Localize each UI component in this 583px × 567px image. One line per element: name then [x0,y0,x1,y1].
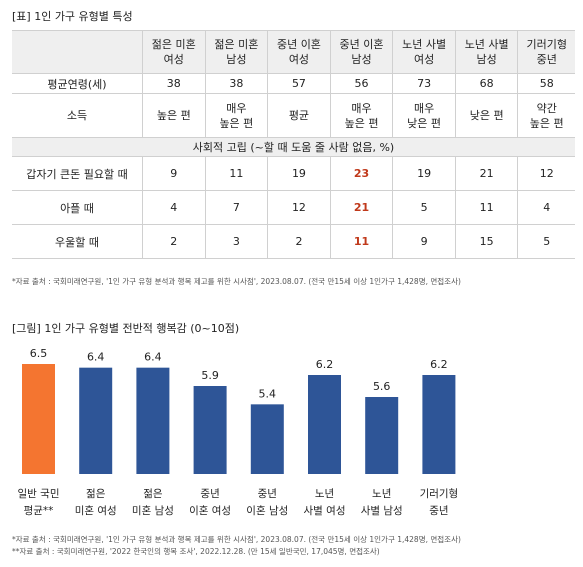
income-cell-4: 매우 낮은 편 [392,93,456,138]
age-cell-3: 56 [329,73,393,94]
bar-4 [250,404,284,474]
income-cell-6: 약간 높은 편 [517,93,575,138]
isolation-cell-6: 4 [517,190,575,225]
chart-source-note-2: **자료 출처 : 국회미래연구원, '2022 한국인의 행복 조사', 20… [12,547,380,556]
table-source-note: *자료 출처 : 국회미래연구원, '1인 가구 유형 분석과 행복 제고를 위… [12,277,461,286]
income-cell-3: 매우 높은 편 [329,93,393,138]
isolation-cell-4: 19 [392,156,456,191]
category-label: 중년 [200,488,219,500]
isolation-cell-1: 11 [204,156,268,191]
bar-7 [422,375,456,474]
category-label: 젊은 [143,488,163,500]
category-label: 이혼 남성 [246,504,288,517]
category-label: 노년 [315,488,334,500]
bar-1 [79,367,113,474]
column-header-4: 노년 사별 여성 [392,30,456,74]
column-header-5: 노년 사별 남성 [454,30,518,74]
category-label: 기러기형 [420,488,459,500]
income-row-label: 소득 [12,93,143,138]
bar-value-label: 6.4 [87,351,105,364]
bar-value-label: 6.2 [316,358,334,371]
age-cell-4: 73 [392,73,456,94]
isolation-cell-1: 7 [204,190,268,225]
isolation-cell-5: 15 [454,224,518,259]
age-cell-5: 68 [454,73,518,94]
isolation-row-label: 아플 때 [12,190,143,225]
bar-2 [136,367,170,474]
income-cell-5: 낮은 편 [454,93,518,138]
category-label: 사별 여성 [304,505,346,517]
isolation-row-label: 갑자기 큰돈 필요할 때 [12,156,143,191]
column-header-0: 젊은 미혼 여성 [142,30,206,74]
column-header-3: 중년 이혼 남성 [329,30,393,74]
isolation-cell-1: 3 [204,224,268,259]
table-corner-cell [12,30,143,74]
category-label: 미혼 여성 [75,504,117,517]
isolation-cell-4: 9 [392,224,456,259]
bar-0 [22,364,55,474]
chart-caption: [그림] 1인 가구 유형별 전반적 행복감 (0~10점) [12,322,240,335]
age-cell-2: 57 [267,73,331,94]
bar-value-label: 5.9 [201,369,219,382]
category-label: 일반 국민 [18,487,60,500]
isolation-cell-5: 21 [454,156,518,191]
category-label: 사별 남성 [361,505,403,517]
table-header-row: 젊은 미혼 여성 젊은 미혼 남성 중년 이혼 여성 중년 이혼 남성 노년 사별 여성 노년 사별… [12,30,575,74]
table-caption: [표] 1인 가구 유형별 특성 [12,10,133,23]
isolation-cell-6: 12 [517,156,575,191]
isolation-section-row: 사회적 고립 (~할 때 도움 줄 사람 없음, %) [12,137,575,157]
bar-value-label: 5.4 [259,387,277,400]
isolation-cell-3: 21 [329,190,393,225]
category-label: 젊은 [86,488,106,500]
column-header-2: 중년 이혼 여성 [267,30,331,74]
income-cell-2: 평균 [267,93,331,138]
age-cell-6: 58 [517,73,575,94]
bar-6 [365,397,399,474]
age-row: 평균연령(세) 38 38 57 56 73 68 58 [12,73,575,94]
isolation-row: 아플 때 4 7 12 21 5 11 4 [12,190,575,225]
bar-3 [193,386,227,474]
bar-value-label: 6.2 [430,358,448,371]
category-label: 이혼 여성 [189,504,231,517]
isolation-cell-0: 9 [142,156,206,191]
isolation-cell-3: 23 [329,156,393,191]
age-cell-0: 38 [142,73,206,94]
isolation-cell-2: 2 [267,224,331,259]
isolation-cell-3: 11 [329,224,393,259]
isolation-cell-0: 4 [142,190,206,225]
category-label: 노년 [372,488,391,500]
column-header-6: 기러기형 중년 [517,30,575,74]
isolation-cell-0: 2 [142,224,206,259]
bar-value-label: 6.5 [30,347,48,360]
isolation-cell-2: 12 [267,190,331,225]
isolation-row-label: 우울할 때 [12,224,143,259]
isolation-cell-5: 11 [454,190,518,225]
category-label: 중년 [258,488,277,500]
income-cell-1: 매우 높은 편 [204,93,268,138]
household-stats-table: 젊은 미혼 여성 젊은 미혼 남성 중년 이혼 여성 중년 이혼 남성 노년 사별 여성 노년 사별… [12,30,575,259]
age-row-label: 평균연령(세) [12,73,143,94]
chart-source-note-1: *자료 출처 : 국회미래연구원, '1인 가구 유형 분석과 행복 제고를 위… [12,535,461,544]
isolation-section-label: 사회적 고립 (~할 때 도움 줄 사람 없음, %) [12,137,575,157]
category-label: 미혼 남성 [132,504,174,517]
isolation-row: 갑자기 큰돈 필요할 때 9 11 19 23 19 21 12 [12,156,575,191]
category-label: 평균** [24,505,54,517]
income-row: 소득 높은 편 매우 높은 편 평균 매우 높은 편 매우 낮은 편 낮은 편 약간 높은 편 [12,93,575,138]
category-label: 중년 [429,505,448,517]
bar-value-label: 6.4 [144,351,162,364]
isolation-cell-6: 5 [517,224,575,259]
column-header-1: 젊은 미혼 남성 [204,30,268,74]
isolation-cell-4: 5 [392,190,456,225]
isolation-row: 우울할 때 2 3 2 11 9 15 5 [12,224,575,259]
age-cell-1: 38 [204,73,268,94]
bar-value-label: 5.6 [373,380,391,393]
income-cell-0: 높은 편 [142,93,206,138]
bar-5 [308,375,341,474]
isolation-cell-2: 19 [267,156,331,191]
